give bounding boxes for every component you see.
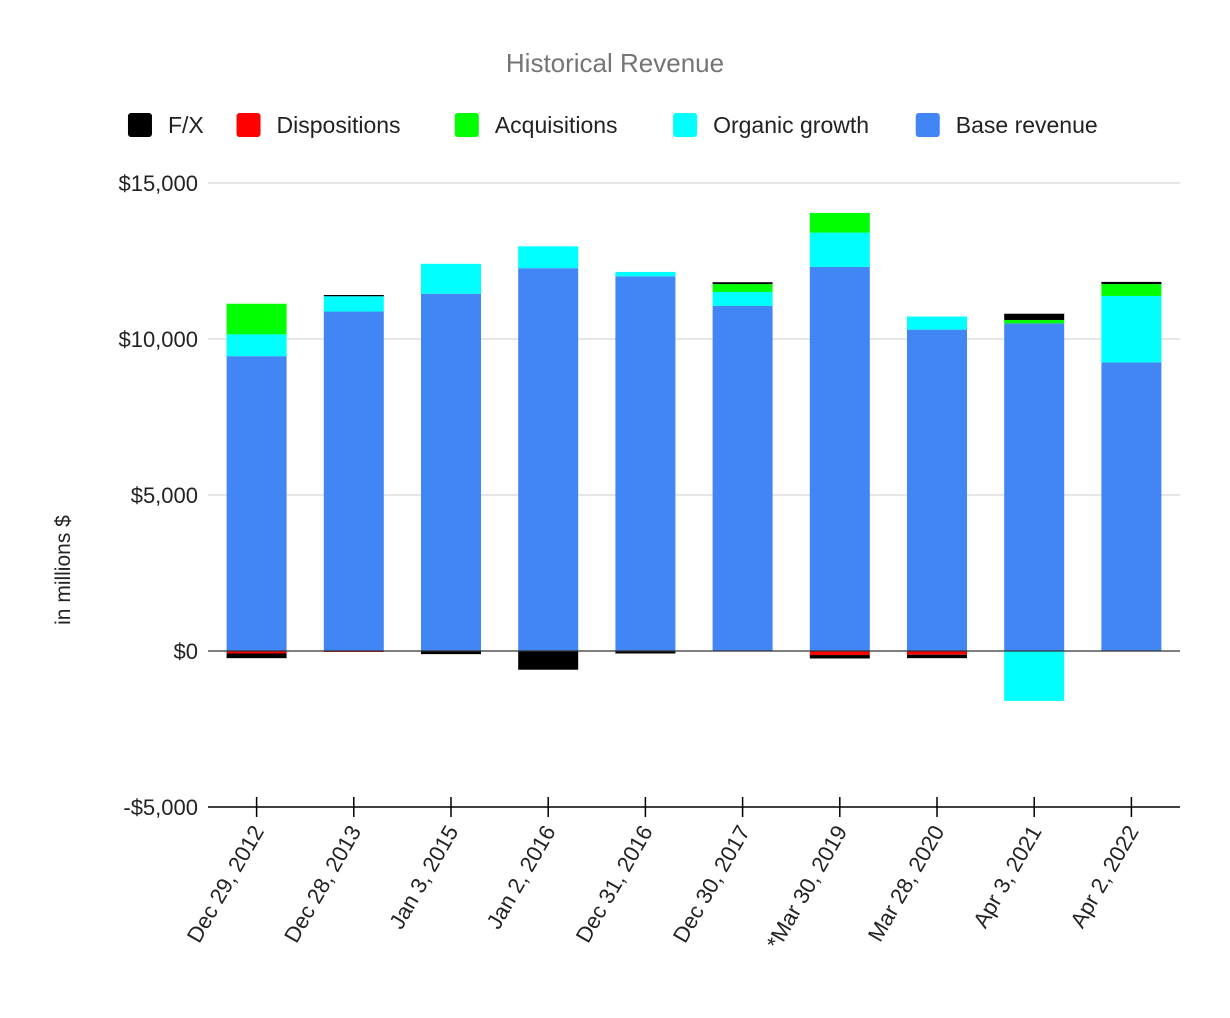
bar-organic-growth — [323, 296, 384, 312]
legend-swatch — [915, 113, 940, 137]
bar-base-revenue — [712, 305, 773, 651]
bar-base-revenue — [1004, 323, 1065, 651]
bar-organic-growth — [809, 232, 870, 267]
y-tick-label: $10,000 — [118, 327, 198, 352]
legend-label: Dispositions — [277, 112, 401, 138]
bar-organic-growth — [1004, 651, 1065, 701]
chart-title: Historical Revenue — [506, 48, 724, 78]
x-tick-label: Apr 2, 2022 — [1065, 821, 1144, 932]
bar-organic-growth — [421, 263, 481, 294]
legend-label: Base revenue — [956, 112, 1098, 138]
x-tick-label: Dec 31, 2016 — [571, 821, 658, 947]
x-tick-label: Jan 2, 2016 — [481, 821, 560, 933]
bar-f-x — [226, 653, 287, 659]
legend-swatch — [454, 113, 479, 137]
x-tick-label: *Mar 30, 2019 — [761, 821, 852, 953]
bar-base-revenue — [907, 329, 967, 651]
x-tick-label: Dec 29, 2012 — [182, 821, 269, 947]
bar-base-revenue — [226, 356, 287, 651]
x-tick-labels: Dec 29, 2012 Dec 28, 2013 Jan 3, 2015 Jan 2… — [182, 821, 1144, 953]
bar-base-revenue — [809, 266, 870, 651]
bar-f-x — [323, 295, 384, 297]
bar-acquisitions — [809, 212, 870, 233]
bar-acquisitions — [226, 303, 287, 335]
bar-base-revenue — [421, 293, 481, 651]
bar-organic-growth — [226, 334, 287, 357]
bar-f-x — [1004, 313, 1065, 320]
y-tick-label: $0 — [174, 639, 198, 664]
bar-f-x — [907, 654, 967, 659]
x-tick-label: Jan 3, 2015 — [384, 821, 463, 933]
bar-base-revenue — [1101, 362, 1162, 651]
y-tick-labels: $15,000 $10,000 $5,000 $0 -$5,000 — [118, 171, 198, 820]
bar-base-revenue — [615, 276, 676, 651]
bar-organic-growth — [712, 291, 773, 306]
bar-acquisitions — [712, 284, 773, 292]
bar-dispositions — [907, 651, 967, 655]
bar-organic-growth — [615, 271, 676, 277]
bar-f-x — [518, 651, 579, 670]
axes — [208, 650, 1180, 817]
bar-organic-growth — [907, 316, 967, 330]
legend-swatch — [127, 113, 152, 137]
bar-dispositions — [226, 651, 287, 654]
bar-base-revenue — [323, 311, 384, 651]
bar-organic-growth — [1101, 295, 1162, 363]
x-tick-label: Apr 3, 2021 — [968, 821, 1047, 932]
bar-organic-growth — [518, 246, 579, 269]
x-tick-label: Mar 28, 2020 — [863, 821, 949, 946]
x-tick-label: Dec 28, 2013 — [279, 821, 366, 947]
bar-acquisitions — [1004, 319, 1065, 324]
x-tick-label: Dec 30, 2017 — [668, 821, 755, 947]
legend-label: F/X — [168, 112, 204, 138]
bar-f-x — [712, 282, 773, 285]
legend: F/X Dispositions Acquisitions Organic growt… — [127, 112, 1098, 138]
legend-label: Organic growth — [713, 112, 869, 138]
bar-f-x — [1101, 281, 1162, 285]
bars — [226, 212, 1162, 701]
y-axis-title: in millions $ — [52, 515, 75, 625]
y-tick-label: $15,000 — [118, 171, 198, 196]
y-tick-label: -$5,000 — [123, 795, 198, 820]
bar-base-revenue — [518, 268, 579, 651]
bar-acquisitions — [1101, 284, 1162, 296]
legend-swatch — [236, 113, 261, 137]
bar-dispositions — [809, 651, 870, 656]
bar-f-x — [615, 651, 676, 654]
legend-label: Acquisitions — [495, 112, 618, 138]
bar-f-x — [809, 655, 870, 659]
bar-f-x — [421, 651, 481, 655]
legend-swatch — [673, 113, 698, 137]
y-tick-label: $5,000 — [131, 483, 198, 508]
